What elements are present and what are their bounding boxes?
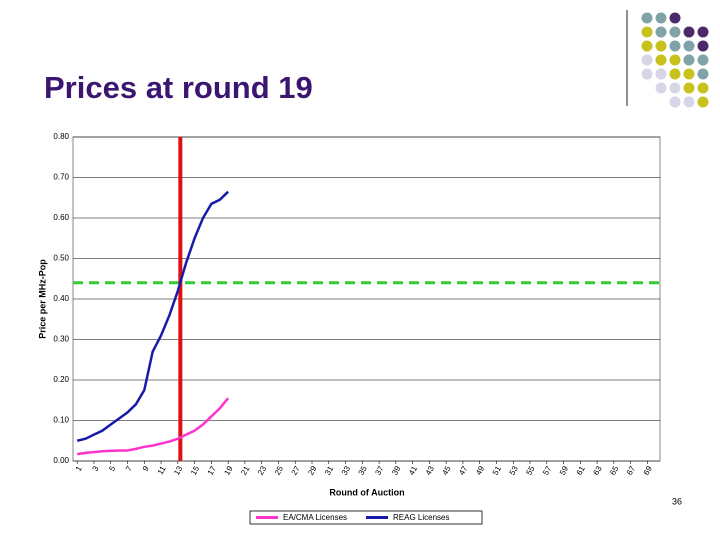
x-tick-label: 43: [424, 464, 437, 477]
x-tick-label: 67: [625, 464, 638, 477]
slide-title: Prices at round 19: [44, 70, 313, 105]
decor-dot: [655, 54, 667, 66]
x-tick-label: 47: [457, 464, 470, 477]
x-tick-label: 25: [273, 464, 286, 477]
y-tick-label: 0.00: [53, 456, 69, 465]
page-number: 36: [672, 496, 682, 506]
legend-label: REAG Licenses: [393, 513, 449, 522]
decor-dot: [641, 26, 653, 38]
x-tick-label: 59: [558, 464, 571, 477]
x-tick-label: 33: [340, 464, 353, 477]
x-tick-label: 65: [608, 464, 621, 477]
decor-dot: [683, 68, 695, 80]
y-tick-label: 0.10: [53, 416, 69, 425]
decor-dot: [641, 54, 653, 66]
decor-dot: [669, 12, 681, 24]
x-tick-label: 55: [524, 464, 537, 477]
decor-dot: [669, 26, 681, 38]
decor-dot: [697, 68, 709, 80]
y-tick-label: 0.60: [53, 213, 69, 222]
y-tick-label: 0.50: [53, 254, 69, 263]
decor-dot: [697, 96, 709, 108]
decor-dot: [669, 40, 681, 52]
x-tick-label: 3: [91, 464, 101, 473]
x-tick-label: 45: [440, 464, 453, 477]
decor-dot: [669, 54, 681, 66]
decor-dot: [669, 82, 681, 94]
decor-dot: [697, 54, 709, 66]
x-tick-label: 31: [323, 464, 336, 477]
y-tick-label: 0.30: [53, 335, 69, 344]
y-axis-label: Price per MHz-Pop: [37, 259, 47, 339]
y-tick-label: 0.40: [53, 294, 69, 303]
x-axis-label: Round of Auction: [329, 487, 404, 497]
y-tick-label: 0.80: [53, 132, 69, 141]
decor-dot: [683, 82, 695, 94]
x-tick-label: 49: [474, 464, 487, 477]
decor-dot: [641, 40, 653, 52]
y-tick-label: 0.70: [53, 173, 69, 182]
x-tick-label: 61: [575, 464, 588, 477]
series-line: [76, 190, 230, 442]
x-tick-label: 41: [407, 464, 420, 477]
y-tick-label: 0.20: [53, 375, 69, 384]
decor-dot: [655, 82, 667, 94]
x-tick-label: 51: [491, 464, 504, 477]
decor-dot: [655, 12, 667, 24]
x-tick-label: 23: [256, 464, 269, 477]
x-tick-label: 19: [222, 464, 235, 477]
x-tick-label: 63: [591, 464, 604, 477]
x-tick-label: 35: [357, 464, 370, 477]
x-tick-label: 57: [541, 464, 554, 477]
decor-dot: [669, 68, 681, 80]
x-tick-label: 9: [141, 464, 151, 473]
decor-dot: [683, 54, 695, 66]
decor-dot: [697, 82, 709, 94]
decor-dot: [683, 96, 695, 108]
x-tick-label: 69: [642, 464, 655, 477]
x-tick-label: 1: [74, 464, 84, 473]
decor-dot: [683, 40, 695, 52]
x-tick-label: 5: [107, 464, 117, 473]
decor-dot: [669, 96, 681, 108]
x-tick-label: 37: [373, 464, 386, 477]
decor-dot: [655, 26, 667, 38]
x-tick-label: 7: [124, 464, 134, 473]
series-line: [77, 397, 230, 456]
decor-dot: [641, 68, 653, 80]
x-tick-label: 39: [390, 464, 403, 477]
decor-dot: [697, 26, 709, 38]
x-tick-label: 53: [508, 464, 521, 477]
x-tick-label: 13: [172, 464, 185, 477]
decor-dot: [697, 40, 709, 52]
legend-label: EA/CMA Licenses: [283, 513, 347, 522]
x-tick-label: 11: [156, 464, 168, 476]
decor-dot: [683, 26, 695, 38]
x-tick-label: 27: [290, 464, 303, 477]
x-tick-label: 17: [206, 464, 219, 477]
decor-dot: [641, 12, 653, 24]
x-tick-label: 15: [189, 464, 202, 477]
decor-dots: [641, 12, 709, 108]
x-tick-label: 29: [306, 464, 319, 477]
x-tick-label: 21: [239, 464, 252, 477]
decor-dot: [655, 68, 667, 80]
decor-dot: [655, 40, 667, 52]
